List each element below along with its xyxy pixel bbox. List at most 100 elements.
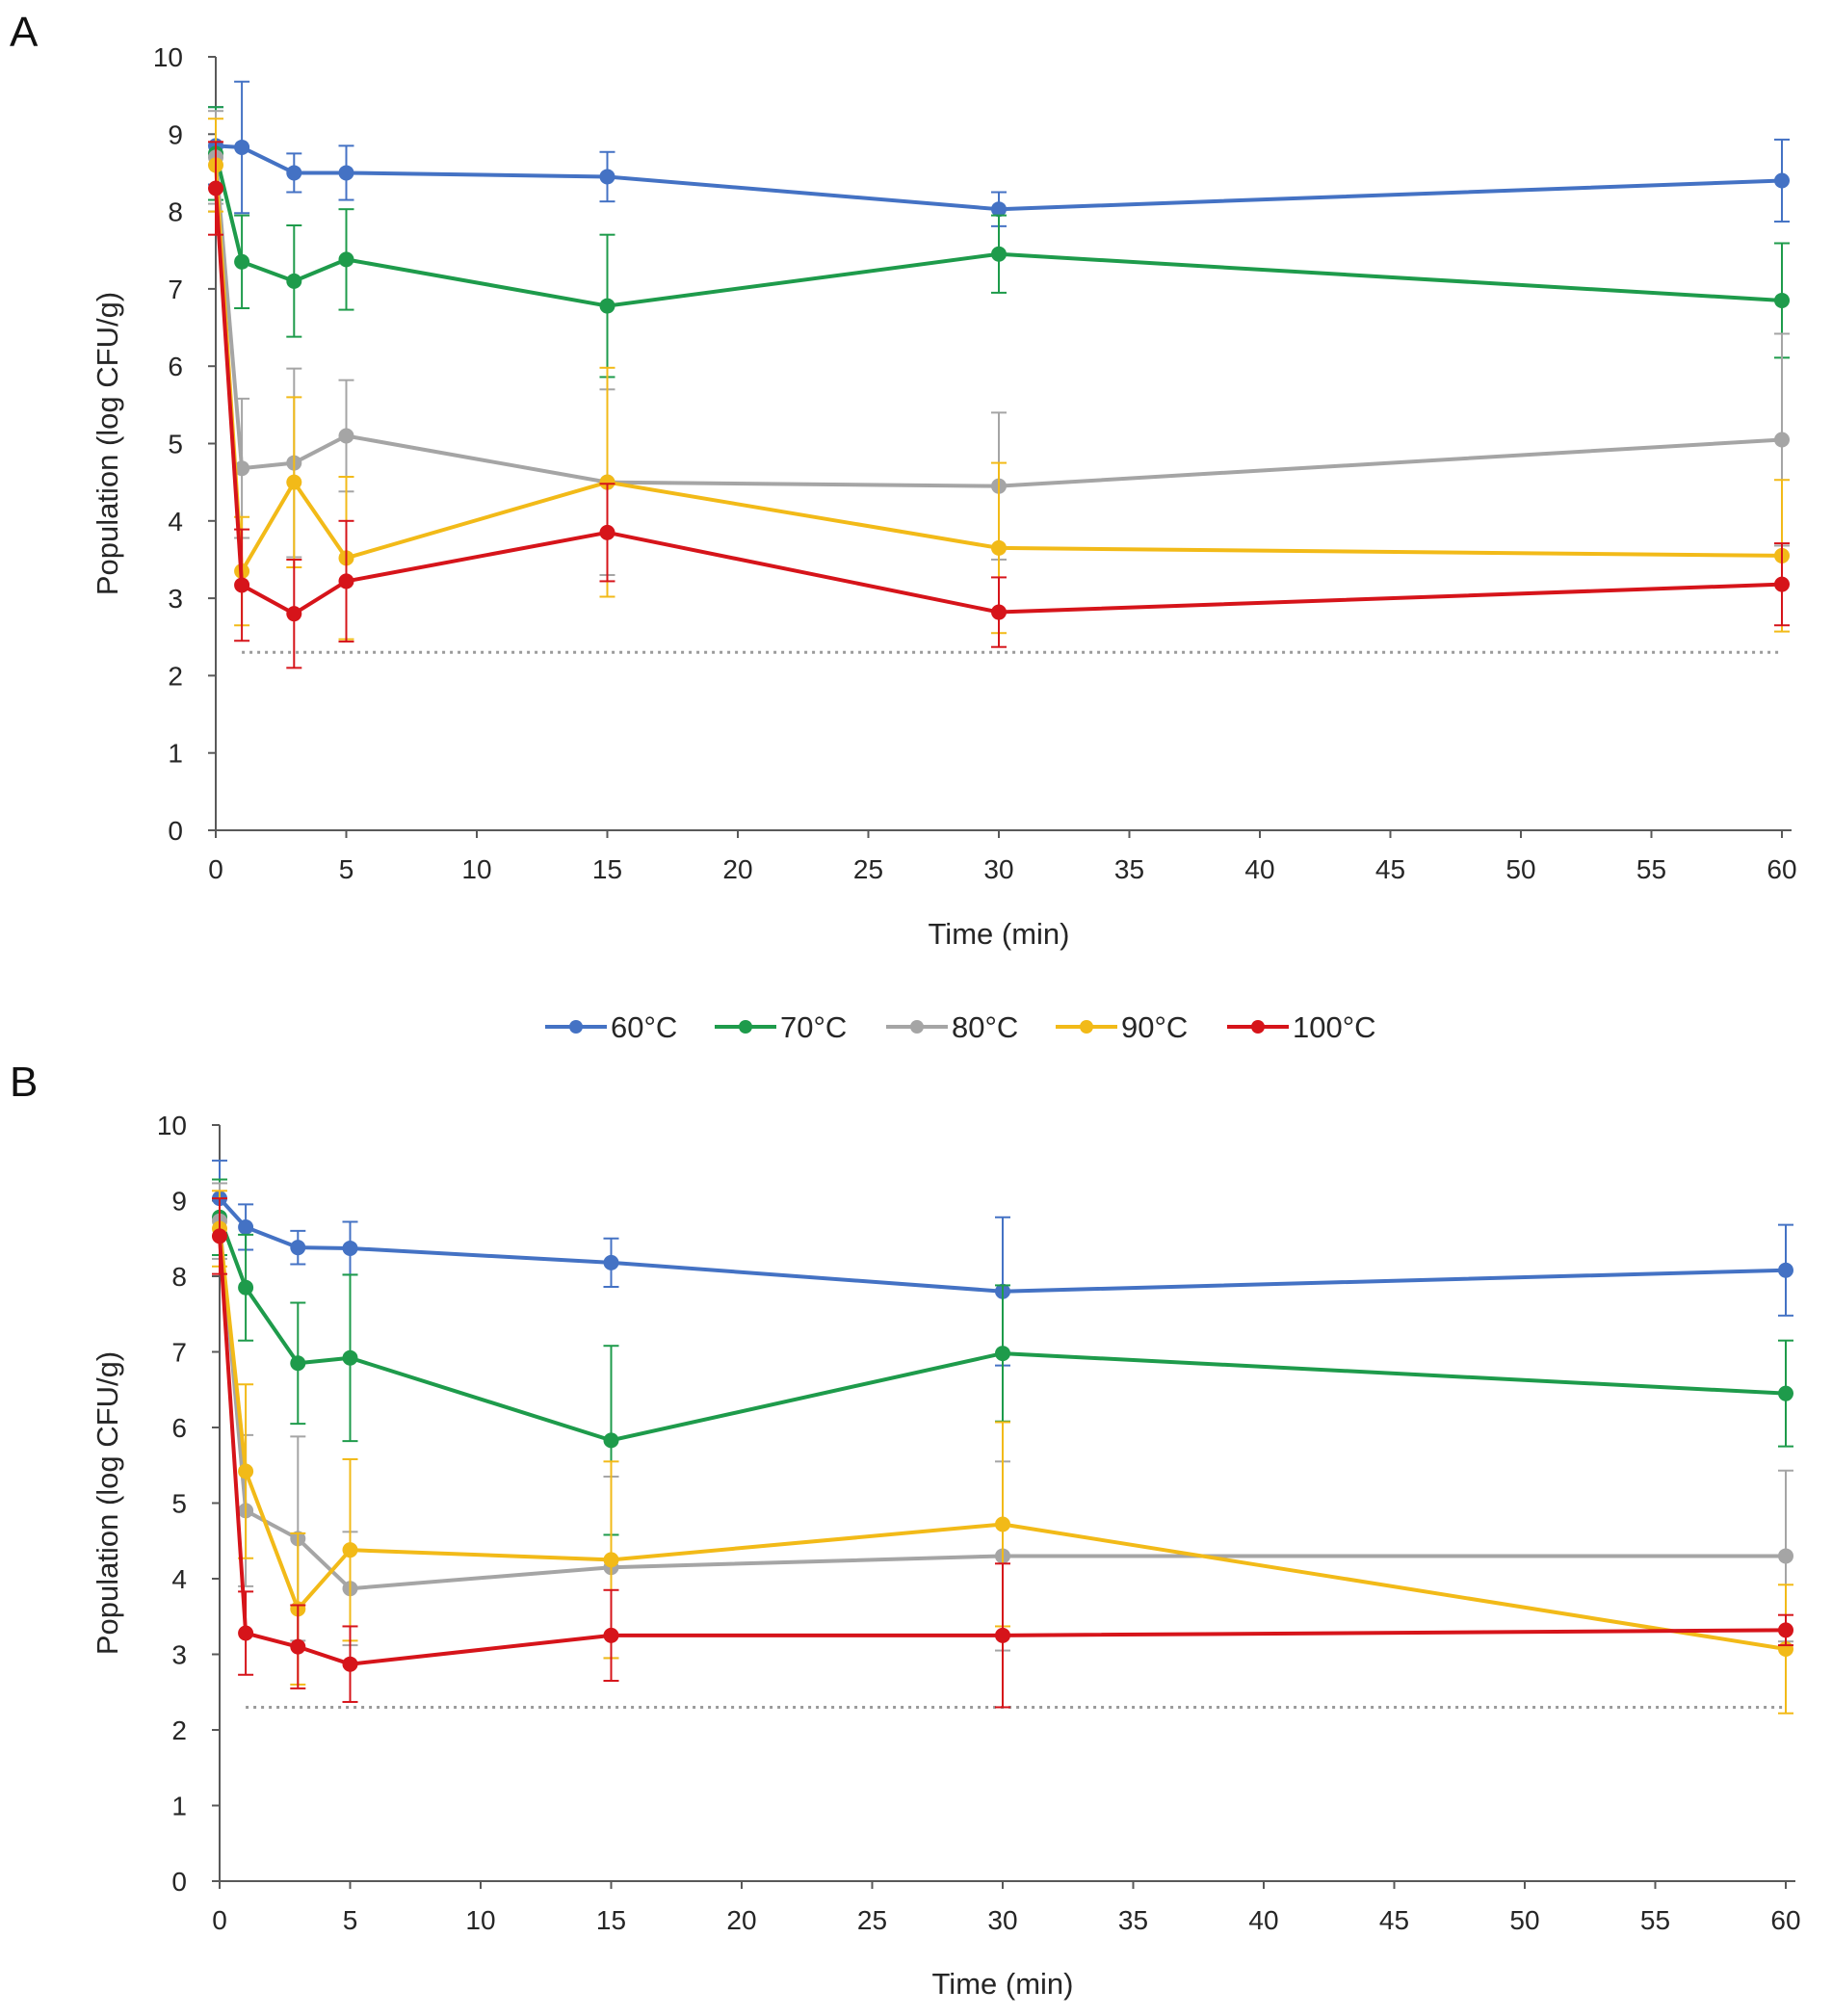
- x-axis-label: Time (min): [929, 917, 1070, 951]
- data-point: [238, 1625, 254, 1641]
- data-point: [991, 539, 1007, 556]
- series-100c: [208, 141, 1790, 669]
- data-point: [286, 606, 302, 622]
- x-tick-label: 50: [1509, 1905, 1539, 1935]
- x-tick-label: 35: [1114, 854, 1144, 884]
- x-tick-label: 55: [1640, 1905, 1670, 1935]
- data-point: [238, 1218, 254, 1235]
- data-point: [603, 1432, 619, 1449]
- x-tick-label: 0: [208, 854, 223, 884]
- x-tick-label: 5: [339, 854, 354, 884]
- x-tick-label: 50: [1505, 854, 1535, 884]
- x-tick-label: 60: [1770, 1905, 1800, 1935]
- x-tick-label: 30: [983, 854, 1013, 884]
- x-tick-label: 20: [722, 854, 752, 884]
- series-100c: [212, 1197, 1793, 1709]
- data-point: [290, 1638, 306, 1655]
- y-tick-label: 10: [153, 42, 183, 72]
- y-tick-label: 9: [171, 1187, 187, 1217]
- y-tick-label: 6: [168, 352, 183, 381]
- y-tick-label: 0: [168, 816, 183, 846]
- x-tick-label: 15: [592, 854, 622, 884]
- x-tick-label: 25: [857, 1905, 887, 1935]
- legend-entry: 90°C: [1056, 1010, 1188, 1044]
- data-point: [238, 1463, 254, 1479]
- data-point: [290, 1240, 306, 1256]
- legend: 60°C 70°C 80°C 90°C 100°C: [545, 1010, 1376, 1044]
- y-tick-label: 3: [171, 1640, 187, 1670]
- data-point: [234, 460, 250, 477]
- data-point: [338, 165, 354, 181]
- data-point: [991, 246, 1007, 262]
- series-90c: [212, 1190, 1793, 1715]
- y-tick-label: 5: [171, 1489, 187, 1519]
- legend-entry: 80°C: [886, 1010, 1018, 1044]
- data-point: [599, 474, 615, 490]
- data-point: [212, 1228, 227, 1244]
- data-point: [342, 1240, 358, 1256]
- x-tick-label: 40: [1244, 854, 1274, 884]
- legend-swatch-marker: [1251, 1020, 1265, 1034]
- y-tick-label: 3: [168, 584, 183, 614]
- x-tick-label: 10: [461, 854, 491, 884]
- y-tick-label: 4: [171, 1564, 187, 1594]
- data-point: [1778, 1262, 1793, 1278]
- y-tick-label: 1: [168, 739, 183, 769]
- series-70c: [208, 106, 1790, 379]
- data-point: [338, 573, 354, 589]
- data-point: [995, 1346, 1010, 1362]
- y-tick-label: 6: [171, 1413, 187, 1443]
- x-axis-label: Time (min): [932, 1967, 1074, 2001]
- legend-swatch-marker: [1080, 1020, 1093, 1034]
- data-point: [1774, 432, 1790, 448]
- x-tick-label: 60: [1767, 854, 1796, 884]
- y-tick-label: 5: [168, 430, 183, 459]
- data-point: [599, 169, 615, 185]
- y-axis-label: Population (log CFU/g): [91, 292, 124, 595]
- data-point: [234, 253, 250, 270]
- panel-label: A: [10, 9, 39, 56]
- data-point: [995, 1627, 1010, 1643]
- data-point: [208, 180, 223, 196]
- data-point: [995, 1516, 1010, 1532]
- legend-label: 90°C: [1121, 1010, 1188, 1044]
- data-point: [342, 1656, 358, 1672]
- panel-label: B: [10, 1059, 38, 1106]
- y-tick-label: 7: [171, 1338, 187, 1368]
- y-tick-label: 4: [168, 507, 183, 537]
- data-point: [286, 165, 302, 181]
- data-point: [603, 1552, 619, 1568]
- series-60c: [208, 80, 1790, 227]
- data-point: [603, 1254, 619, 1270]
- data-point: [1778, 1622, 1793, 1638]
- data-point: [1778, 1385, 1793, 1401]
- legend-swatch-marker: [910, 1020, 924, 1034]
- data-point: [234, 577, 250, 593]
- legend-entry: 70°C: [715, 1010, 847, 1044]
- legend-label: 100°C: [1293, 1010, 1376, 1044]
- y-tick-label: 8: [171, 1262, 187, 1292]
- data-point: [599, 298, 615, 314]
- x-tick-label: 20: [726, 1905, 756, 1935]
- data-point: [286, 474, 302, 490]
- y-tick-label: 8: [168, 197, 183, 227]
- data-point: [991, 201, 1007, 218]
- legend-swatch-marker: [739, 1020, 752, 1034]
- x-tick-label: 30: [987, 1905, 1017, 1935]
- data-point: [1774, 172, 1790, 189]
- data-point: [991, 604, 1007, 620]
- data-point: [238, 1279, 254, 1296]
- data-point: [603, 1627, 619, 1643]
- data-point: [338, 428, 354, 444]
- data-point: [286, 273, 302, 289]
- x-tick-label: 40: [1248, 1905, 1278, 1935]
- y-tick-label: 2: [171, 1715, 187, 1745]
- data-point: [1774, 576, 1790, 592]
- data-point: [290, 1355, 306, 1372]
- x-tick-label: 5: [343, 1905, 358, 1935]
- data-point: [338, 251, 354, 268]
- x-tick-label: 45: [1375, 854, 1405, 884]
- legend-entry: 100°C: [1227, 1010, 1376, 1044]
- x-tick-label: 10: [465, 1905, 495, 1935]
